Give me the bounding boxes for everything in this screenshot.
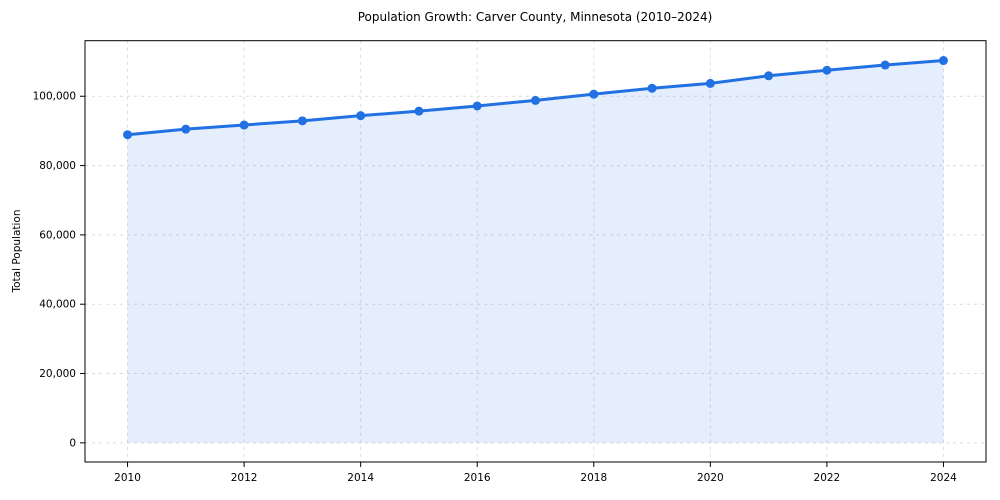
data-point: [880, 60, 890, 70]
y-tick-label: 100,000: [33, 91, 76, 103]
data-point: [938, 56, 948, 66]
y-tick-label: 80,000: [39, 160, 76, 172]
plot-border: [84, 40, 987, 463]
data-point: [705, 78, 715, 88]
x-tick-label: 2016: [464, 472, 491, 484]
data-point: [123, 130, 133, 140]
data-point: [764, 71, 774, 81]
y-tick-label: 40,000: [39, 299, 76, 311]
x-tick-label: 2018: [580, 472, 607, 484]
data-point: [472, 101, 482, 111]
x-tick-label: 2010: [114, 472, 141, 484]
data-point: [531, 95, 540, 105]
data-point: [297, 116, 307, 126]
data-point: [356, 111, 366, 121]
data-point: [589, 89, 599, 99]
data-point: [181, 124, 191, 134]
area-fill: [127, 60, 944, 443]
x-tick-label: 2024: [930, 472, 957, 484]
y-tick-label: 60,000: [39, 229, 76, 241]
data-point: [414, 106, 424, 116]
x-tick-label: 2022: [814, 472, 841, 484]
chart-title: Population Growth: Carver County, Minnes…: [357, 10, 713, 24]
x-tick-label: 2012: [231, 472, 258, 484]
x-tick-label: 2020: [697, 472, 724, 484]
data-point: [239, 120, 249, 130]
data-point: [822, 65, 832, 75]
data-point: [647, 83, 657, 93]
y-tick-label: 20,000: [39, 368, 76, 380]
x-tick-label: 2014: [347, 472, 374, 484]
y-tick-label: 0: [69, 437, 76, 449]
